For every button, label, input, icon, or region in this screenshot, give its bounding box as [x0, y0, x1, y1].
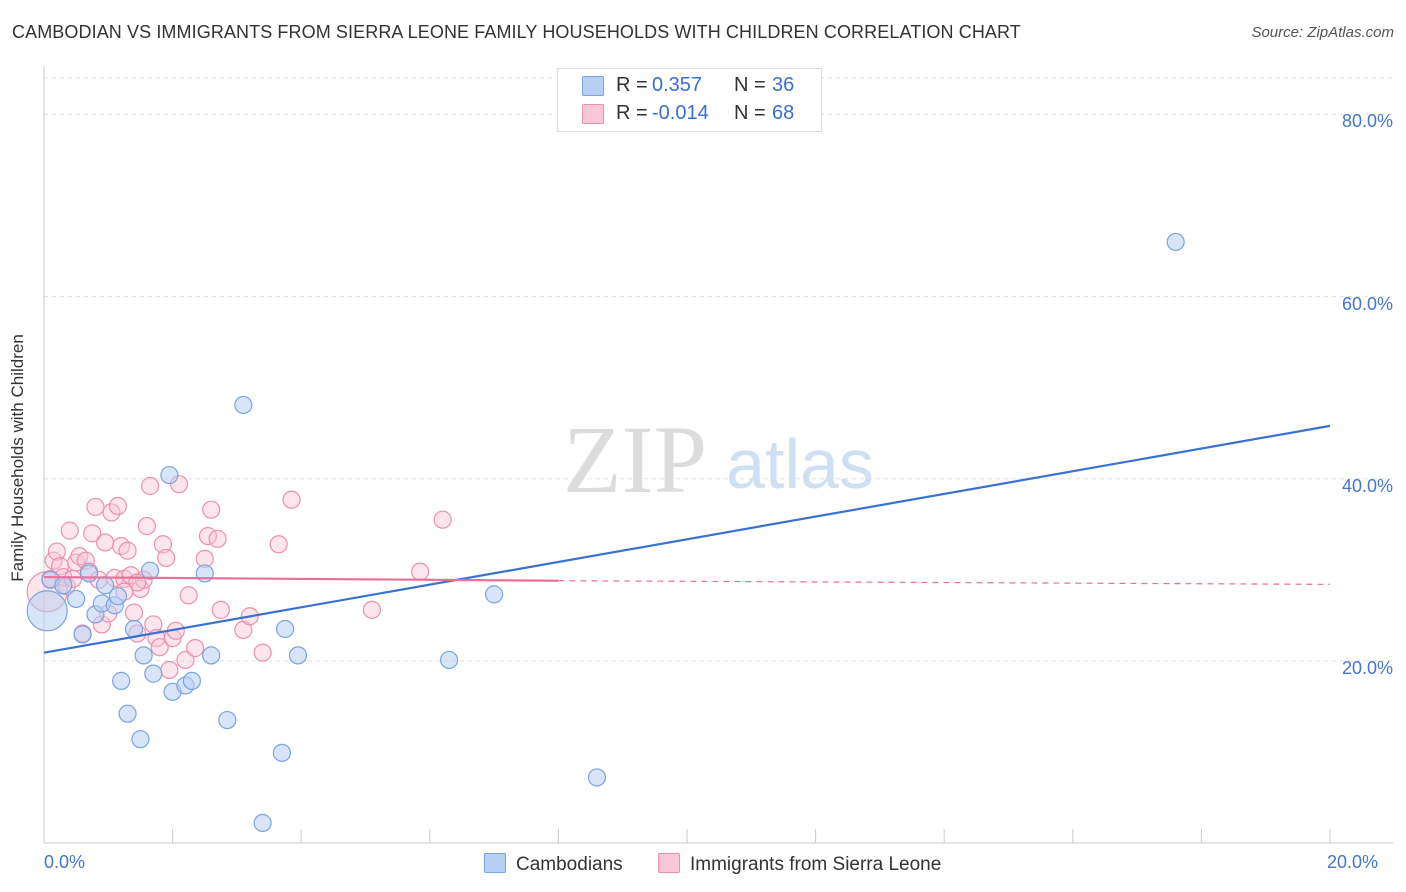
y-tick-label: 80.0%: [1341, 111, 1393, 132]
point-sierra-leone: [140, 476, 160, 496]
point-sierra-leone: [160, 660, 179, 680]
point-sierra-leone: [202, 500, 221, 519]
legend-r-label: R =: [616, 74, 648, 96]
point-cambodians: [234, 395, 253, 415]
trend-line-sierra-leone-extension: [558, 580, 1331, 585]
y-tick-label: 40.0%: [1341, 475, 1393, 496]
axes: [43, 66, 1393, 844]
trend-line-cambodians: [43, 424, 1331, 654]
x-tick-label-min: 0.0%: [44, 852, 86, 872]
point-sierra-leone: [95, 533, 115, 552]
point-cambodians: [131, 730, 150, 749]
point-sierra-leone: [211, 600, 230, 619]
grid-lines: [44, 77, 1393, 662]
point-sierra-leone: [208, 529, 227, 548]
point-sierra-leone: [253, 643, 272, 662]
trend-line-sierra-leone: [43, 575, 559, 582]
point-sierra-leone: [179, 586, 198, 605]
point-cambodians: [218, 710, 237, 730]
y-axis-label: Family Households with Children: [8, 334, 27, 582]
bottom-legend-swatch-sierra-leone: [658, 853, 680, 873]
point-sierra-leone: [186, 639, 205, 658]
point-cambodians: [195, 564, 214, 583]
legend-n-value: 36: [772, 74, 795, 96]
point-sierra-leone: [153, 535, 173, 554]
point-sierra-leone: [282, 490, 301, 509]
bottom-legend-sierra-leone: Immigrants from Sierra Leone: [658, 853, 941, 876]
bottom-legend-swatch-cambodians: [484, 853, 506, 873]
point-cambodians: [144, 664, 163, 683]
point-cambodians: [276, 619, 295, 639]
point-cambodians: [485, 585, 504, 604]
watermark: ZIP atlas: [563, 406, 874, 513]
point-sierra-leone: [47, 542, 66, 561]
point-cambodians: [79, 564, 99, 583]
watermark-zip: ZIP: [563, 406, 707, 513]
point-sierra-leone: [137, 516, 156, 536]
point-cambodians: [253, 813, 272, 833]
y-tick-label: 20.0%: [1341, 657, 1393, 678]
point-sierra-leone: [269, 535, 288, 554]
point-sierra-leone: [362, 600, 382, 619]
point-sierra-leone: [150, 638, 169, 657]
y-tick-label: 60.0%: [1341, 293, 1393, 314]
point-cambodians: [140, 561, 160, 580]
point-sierra-leone: [118, 541, 137, 560]
point-cambodians: [288, 646, 308, 665]
x-tick-label-max: 20.0%: [1327, 852, 1379, 872]
point-cambodians: [587, 768, 607, 787]
point-cambodians: [108, 587, 128, 606]
legend-n-label: N =: [734, 74, 766, 96]
chart-title: CAMBODIAN VS IMMIGRANTS FROM SIERRA LEON…: [12, 22, 1021, 42]
trend-lines: [43, 424, 1331, 654]
legend-n-label: N =: [734, 102, 766, 124]
legend-r-value: -0.014: [652, 102, 709, 124]
point-sierra-leone: [411, 562, 430, 581]
point-cambodians: [272, 743, 292, 762]
legend-r-value: 0.357: [652, 74, 703, 96]
legend-r-label: R =: [616, 102, 648, 124]
point-cambodians: [182, 671, 201, 690]
point-cambodians: [160, 465, 179, 485]
point-cambodians: [439, 650, 459, 670]
point-cambodians: [118, 704, 137, 723]
stats-legend: R = 0.357 N = 36 R = -0.014 N = 68: [557, 68, 822, 132]
bottom-legend-cambodians: Cambodians: [484, 853, 623, 876]
point-sierra-leone: [433, 510, 452, 529]
point-sierra-leone: [83, 524, 102, 543]
bottom-legend-label-sierra-leone: Immigrants from Sierra Leone: [690, 854, 942, 875]
point-cambodians: [67, 589, 86, 609]
point-sierra-leone: [157, 548, 176, 568]
watermark-atlas: atlas: [726, 425, 874, 503]
point-cambodians: [134, 646, 153, 665]
bottom-legend-label-cambodians: Cambodians: [516, 854, 623, 875]
point-sierra-leone: [124, 603, 144, 622]
point-cambodians: [202, 646, 221, 665]
source-attribution: Source: ZipAtlas.com: [1251, 24, 1394, 41]
point-sierra-leone: [60, 521, 79, 540]
legend-swatch-sierra-leone: [582, 104, 604, 124]
point-cambodians: [112, 671, 131, 690]
legend-n-value: 68: [772, 102, 795, 124]
point-sierra-leone: [86, 497, 105, 517]
point-sierra-leone: [108, 496, 128, 516]
point-sierra-leone: [176, 650, 195, 670]
legend-swatch-cambodians: [582, 76, 604, 96]
point-cambodians: [26, 590, 68, 632]
point-cambodians: [1166, 232, 1185, 252]
point-cambodians: [73, 625, 92, 644]
point-cambodians: [54, 576, 73, 595]
